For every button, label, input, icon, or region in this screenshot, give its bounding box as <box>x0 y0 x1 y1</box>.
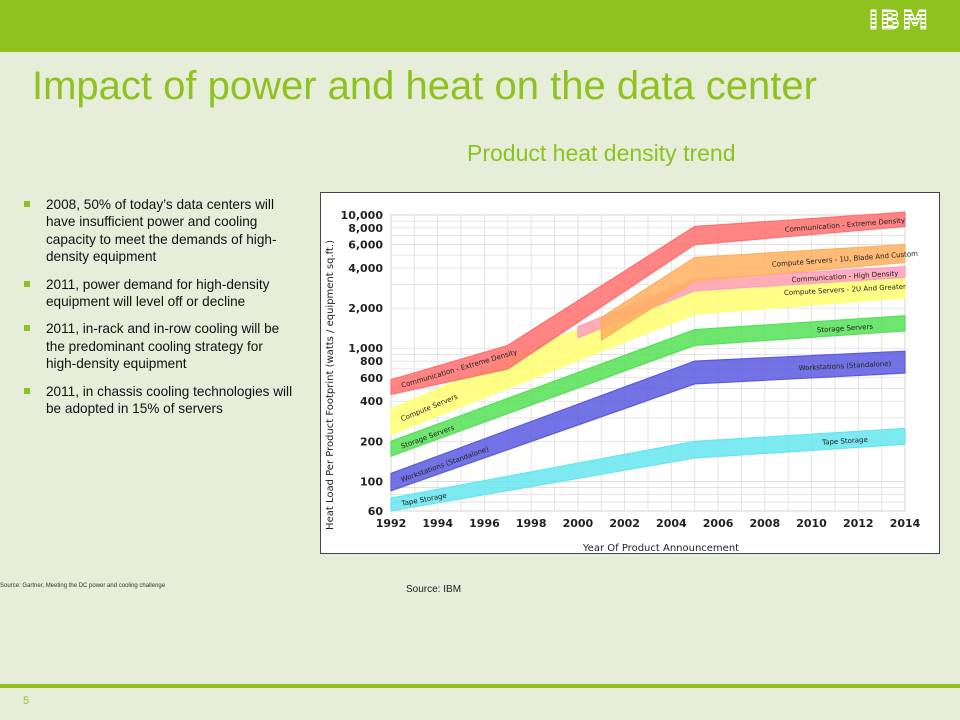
bullet-item: 2008, 50% of today’s data centers will h… <box>22 196 294 266</box>
x-tick-label: 2014 <box>890 517 921 530</box>
top-banner: IBM <box>0 0 960 52</box>
y-tick-label: 800 <box>360 355 383 368</box>
y-tick-label: 10,000 <box>341 209 384 222</box>
x-tick-label: 2008 <box>750 517 781 530</box>
y-tick-label: 200 <box>360 435 383 448</box>
page-number: 5 <box>23 695 30 707</box>
x-tick-label: 2010 <box>796 517 827 530</box>
y-tick-label: 400 <box>360 395 383 408</box>
bullet-item: 2011, in chassis cooling technologies wi… <box>22 383 294 418</box>
footer-rule <box>0 684 960 688</box>
x-tick-label: 2002 <box>609 517 640 530</box>
y-tick-label: 1,000 <box>348 342 383 355</box>
x-tick-label: 2012 <box>843 517 874 530</box>
band-6 <box>390 211 906 396</box>
x-tick-label: 1998 <box>516 517 547 530</box>
band-0 <box>390 427 906 512</box>
band-label-late: Tape Storage <box>821 436 868 447</box>
x-tick-label: 2006 <box>703 517 734 530</box>
x-tick-label: 2004 <box>656 517 687 530</box>
chart-title: Product heat density trend <box>467 140 736 166</box>
heat-density-chart: Tape Storage Tape Storage Workstations (St… <box>320 192 940 554</box>
bullet-item: 2011, power demand for high-density equi… <box>22 276 294 311</box>
x-tick-label: 1992 <box>376 517 407 530</box>
bullet-item: 2011, in-rack and in-row cooling will be… <box>22 320 294 372</box>
y-tick-label: 4,000 <box>348 262 383 275</box>
y-tick-label: 8,000 <box>348 222 383 235</box>
y-tick-label: 60 <box>368 505 384 518</box>
x-tick-label: 1996 <box>469 517 500 530</box>
x-tick-label: 2000 <box>563 517 594 530</box>
source-note-gartner: Source: Gartner, Meeting the DC power an… <box>0 583 166 589</box>
band-2 <box>390 315 906 457</box>
y-axis-label: Heat Load Per Product Footprint (watts /… <box>325 240 336 530</box>
bullet-list: 2008, 50% of today’s data centers will h… <box>22 196 294 427</box>
ibm-logo: IBM <box>868 6 930 37</box>
y-tick-label: 100 <box>360 475 383 488</box>
x-axis-label: Year Of Product Announcement <box>582 543 739 553</box>
chart-bands <box>390 211 906 512</box>
band-1 <box>390 350 906 492</box>
y-tick-label: 2,000 <box>348 302 383 315</box>
x-tick-label: 1994 <box>422 517 453 530</box>
slide-title: Impact of power and heat on the data cen… <box>32 64 817 108</box>
band-5 <box>600 243 906 342</box>
chart-ticks: 1992 1994 1996 1998 2000 2002 2004 2006 2008 2010… <box>341 209 921 530</box>
y-tick-label: 600 <box>360 372 383 385</box>
source-note-ibm: Source: IBM <box>406 584 462 595</box>
band-label-late: Storage Servers <box>817 323 874 335</box>
y-tick-label: 6,000 <box>348 239 383 252</box>
